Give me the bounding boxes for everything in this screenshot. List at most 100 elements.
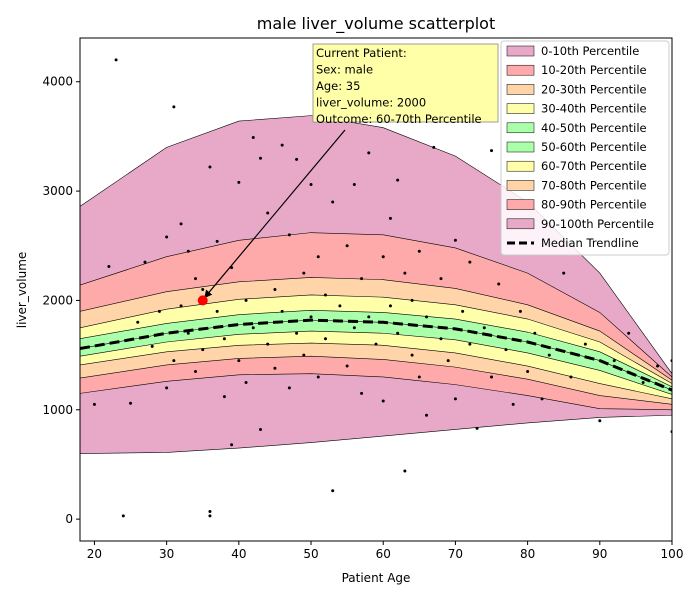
- data-point: [201, 348, 205, 352]
- data-point: [194, 277, 198, 281]
- annotation-line: Current Patient:: [316, 46, 407, 60]
- data-point: [258, 427, 262, 431]
- legend-swatch: [506, 103, 535, 114]
- data-point: [490, 149, 494, 153]
- data-point: [403, 469, 407, 473]
- data-point: [143, 260, 147, 264]
- legend-swatch: [506, 45, 535, 57]
- data-point: [215, 309, 219, 313]
- x-tick-label: 90: [592, 547, 607, 561]
- data-point: [475, 426, 479, 430]
- data-point: [208, 165, 212, 169]
- data-point: [287, 233, 291, 237]
- percentile-boundary: [80, 355, 672, 405]
- data-point: [468, 342, 472, 346]
- legend-swatch: [506, 180, 535, 191]
- percentile-band: [80, 373, 672, 454]
- data-point: [410, 298, 414, 302]
- legend-swatch: [506, 160, 535, 172]
- legend-swatch: [506, 84, 535, 95]
- data-point: [194, 370, 198, 374]
- data-point: [381, 399, 385, 403]
- data-point: [518, 309, 522, 313]
- data-point: [352, 183, 356, 187]
- x-tick-label: 40: [231, 547, 246, 561]
- data-point: [92, 402, 96, 406]
- data-point: [302, 353, 306, 357]
- data-point: [201, 288, 205, 291]
- percentile-band: [80, 320, 672, 395]
- percentile-band: [80, 356, 672, 410]
- data-point: [338, 304, 342, 308]
- annotation-line: Outcome: 60-70th Percentile: [316, 112, 482, 126]
- data-point: [230, 443, 234, 447]
- data-point: [490, 375, 494, 379]
- data-point: [251, 136, 255, 140]
- legend-label: 90-100th Percentile: [541, 217, 654, 231]
- data-point: [165, 235, 169, 239]
- data-point: [251, 326, 255, 330]
- data-point: [453, 238, 457, 242]
- data-point: [396, 178, 400, 182]
- data-point: [388, 304, 392, 308]
- data-point: [439, 337, 443, 341]
- data-point: [302, 271, 306, 275]
- data-point: [446, 359, 450, 363]
- legend-label: 0-10th Percentile: [541, 44, 639, 58]
- data-point: [208, 509, 212, 513]
- legend-label: 60-70th Percentile: [541, 159, 647, 173]
- data-point: [482, 326, 486, 330]
- y-tick-label: 4000: [42, 75, 73, 89]
- data-point: [374, 342, 378, 346]
- legend-label: 70-80th Percentile: [541, 178, 647, 192]
- data-point: [136, 320, 140, 324]
- data-point: [287, 386, 291, 390]
- x-tick-label: 30: [159, 547, 174, 561]
- legend-swatch: [506, 141, 535, 153]
- y-tick-label: 0: [65, 512, 73, 526]
- data-point: [273, 366, 277, 370]
- data-point: [360, 391, 364, 395]
- data-point: [533, 331, 537, 335]
- data-point: [323, 337, 327, 341]
- annotation-box: [312, 43, 499, 123]
- data-point: [323, 293, 327, 297]
- data-point: [331, 200, 335, 204]
- data-point: [417, 249, 421, 253]
- data-point: [172, 105, 176, 109]
- data-point: [165, 386, 169, 390]
- data-point: [237, 359, 241, 363]
- legend-swatch: [506, 199, 535, 210]
- data-point: [388, 216, 392, 220]
- data-point: [237, 180, 241, 184]
- data-point: [562, 271, 566, 275]
- data-point: [280, 309, 284, 313]
- data-point: [316, 375, 320, 379]
- percentile-boundary: [80, 277, 672, 381]
- legend-swatch: [506, 64, 535, 76]
- data-point: [273, 288, 277, 291]
- legend-box: [500, 40, 670, 256]
- x-tick-label: 50: [303, 547, 318, 561]
- data-point: [244, 298, 248, 302]
- data-point: [179, 304, 183, 308]
- x-tick-label: 20: [87, 547, 102, 561]
- data-point: [526, 370, 530, 374]
- data-point: [345, 364, 349, 368]
- data-point: [331, 489, 335, 493]
- annotation-line: liver_volume: 2000: [316, 96, 426, 110]
- percentile-boundary: [80, 373, 672, 411]
- data-point: [345, 244, 349, 248]
- data-point: [266, 342, 270, 346]
- y-tick-label: 1000: [42, 403, 73, 417]
- percentile-band: [80, 343, 672, 405]
- y-tick-label: 3000: [42, 184, 73, 198]
- data-point: [129, 401, 133, 405]
- percentile-band: [80, 115, 672, 377]
- percentile-boundary: [80, 232, 672, 378]
- data-point: [367, 151, 371, 155]
- legend-label: 40-50th Percentile: [541, 121, 647, 135]
- median-trendline: [80, 318, 672, 392]
- data-point: [468, 260, 472, 264]
